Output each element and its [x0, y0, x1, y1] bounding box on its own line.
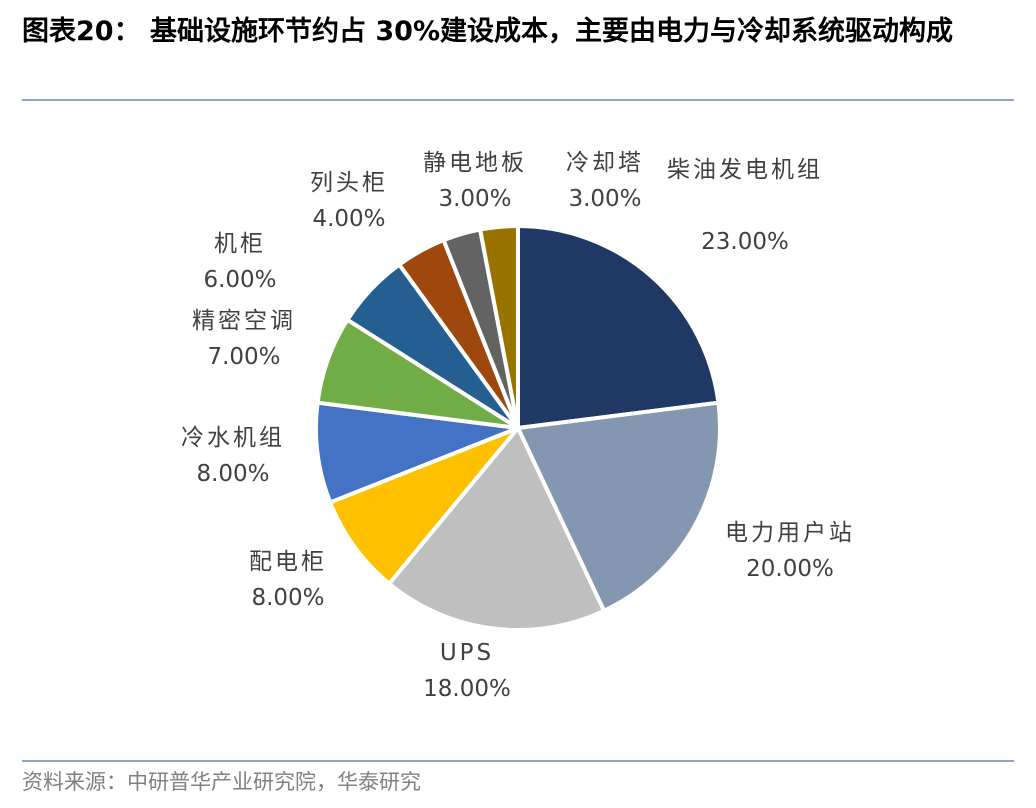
source-note: 资料来源：中研普华产业研究院，华泰研究 [22, 770, 421, 794]
slice-name: 柴油发电机组 [667, 157, 823, 183]
slice-label-3: UPS 18.00% [423, 640, 511, 702]
source-divider [22, 760, 1014, 762]
slice-value: 4.00% [312, 206, 385, 232]
slice-name: 冷却塔 [566, 150, 644, 176]
slice-label-6: 精密空调 7.00% [192, 308, 296, 370]
slice-value: 8.00% [196, 461, 269, 487]
slice-label-4: 配电柜 8.00% [249, 549, 327, 611]
slice-name: 静电地板 [423, 150, 527, 176]
slice-label-1: 柴油发电机组 23.00% [667, 157, 823, 255]
slice-name: 电力用户站 [725, 520, 855, 546]
slice-label-9: 静电地板 3.00% [423, 150, 527, 212]
pie-slice-3 [387, 426, 607, 632]
slice-value: 7.00% [207, 344, 280, 370]
pie-slice-2 [516, 400, 722, 613]
slice-label-5: 冷水机组 8.00% [181, 425, 285, 487]
pie-slice-1 [516, 224, 721, 430]
slice-name: 列头柜 [310, 170, 388, 196]
slice-label-10: 冷却塔 3.00% [566, 150, 644, 212]
slice-name: UPS [440, 640, 494, 666]
figure-title: 图表20： 基础设施环节约占 30%建设成本，主要由电力与冷却系统驱动构成 [22, 16, 953, 47]
pie-labels: 柴油发电机组 23.00% 电力用户站 20.00% UPS 18.00% 配电柜 8.00%… [181, 150, 855, 702]
slice-label-8: 列头柜 4.00% [310, 170, 388, 232]
slice-name: 精密空调 [192, 308, 296, 334]
title-divider [22, 99, 1014, 101]
slice-value: 18.00% [423, 676, 511, 702]
slice-value: 6.00% [203, 267, 276, 293]
slice-name: 机柜 [214, 231, 266, 257]
slice-value: 8.00% [251, 585, 324, 611]
slice-value: 20.00% [746, 556, 834, 582]
pie-slices [314, 224, 722, 632]
slice-label-2: 电力用户站 20.00% [725, 520, 855, 582]
slice-name: 冷水机组 [181, 425, 285, 451]
slice-value: 23.00% [701, 229, 789, 255]
slice-label-7: 机柜 6.00% [203, 231, 276, 293]
slice-value: 3.00% [568, 186, 641, 212]
slice-value: 3.00% [438, 186, 511, 212]
slice-name: 配电柜 [249, 549, 327, 575]
pie-slice-10 [478, 224, 520, 430]
